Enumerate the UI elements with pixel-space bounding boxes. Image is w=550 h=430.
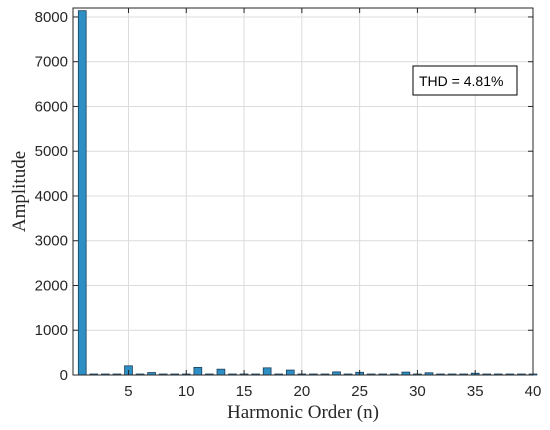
thd-annotation: THD = 4.81% bbox=[412, 65, 518, 96]
annotation-text: THD = 4.81% bbox=[419, 73, 503, 89]
bar-harmonic-13 bbox=[216, 368, 226, 376]
ticks: 5 10 15 20 25 30 35 40 0 1000 2000 3000 4000 5000 6000… bbox=[35, 8, 542, 400]
y-tick-label: 2000 bbox=[35, 277, 68, 294]
x-tick-label: 5 bbox=[124, 383, 132, 400]
y-tick-label: 4000 bbox=[35, 188, 68, 205]
x-tick-label: 40 bbox=[525, 383, 542, 400]
x-tick-label: 20 bbox=[294, 383, 311, 400]
annotation-box bbox=[412, 65, 518, 96]
y-tick-label: 3000 bbox=[35, 233, 68, 250]
bar-harmonic-1 bbox=[77, 10, 87, 376]
bar-harmonic-19 bbox=[285, 369, 295, 376]
x-tick-label: 25 bbox=[351, 383, 368, 400]
y-tick-label: 0 bbox=[60, 367, 68, 384]
bars bbox=[77, 10, 538, 376]
y-tick-label: 6000 bbox=[35, 98, 68, 115]
grid-lines bbox=[73, 8, 534, 375]
plot-frame bbox=[72, 7, 534, 376]
x-axis-title: Harmonic Order (n) bbox=[227, 402, 379, 423]
x-tick-label: 30 bbox=[409, 383, 426, 400]
y-tick-label: 1000 bbox=[35, 322, 68, 339]
x-tick-label: 10 bbox=[178, 383, 195, 400]
x-tick-label: 15 bbox=[236, 383, 253, 400]
y-tick-label: 8000 bbox=[35, 9, 68, 26]
x-tick-label: 35 bbox=[467, 383, 484, 400]
y-axis-title: Amplitude bbox=[9, 151, 30, 232]
bar-harmonic-11 bbox=[193, 366, 203, 376]
y-tick-label: 7000 bbox=[35, 54, 68, 71]
bar-harmonic-17 bbox=[262, 367, 272, 376]
y-tick-label: 5000 bbox=[35, 143, 68, 160]
